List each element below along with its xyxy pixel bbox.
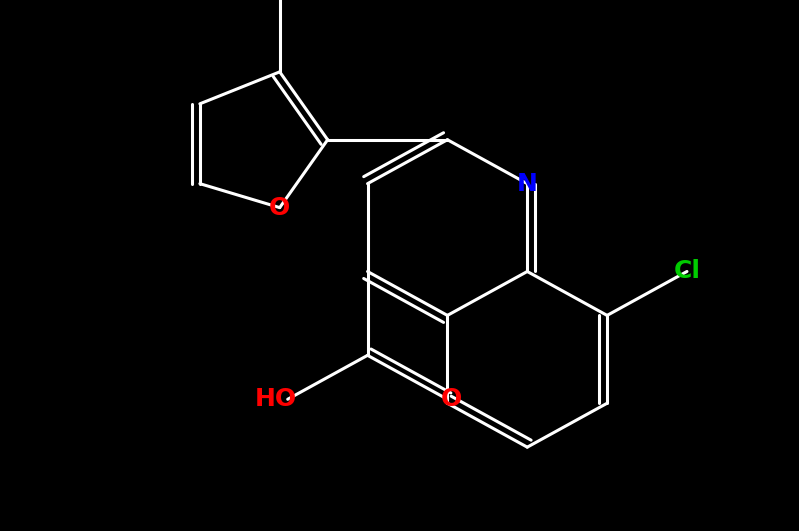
Text: O: O xyxy=(441,387,462,411)
Text: Cl: Cl xyxy=(674,260,701,284)
Text: HO: HO xyxy=(255,387,296,411)
Text: N: N xyxy=(517,172,538,195)
Text: O: O xyxy=(269,195,290,220)
